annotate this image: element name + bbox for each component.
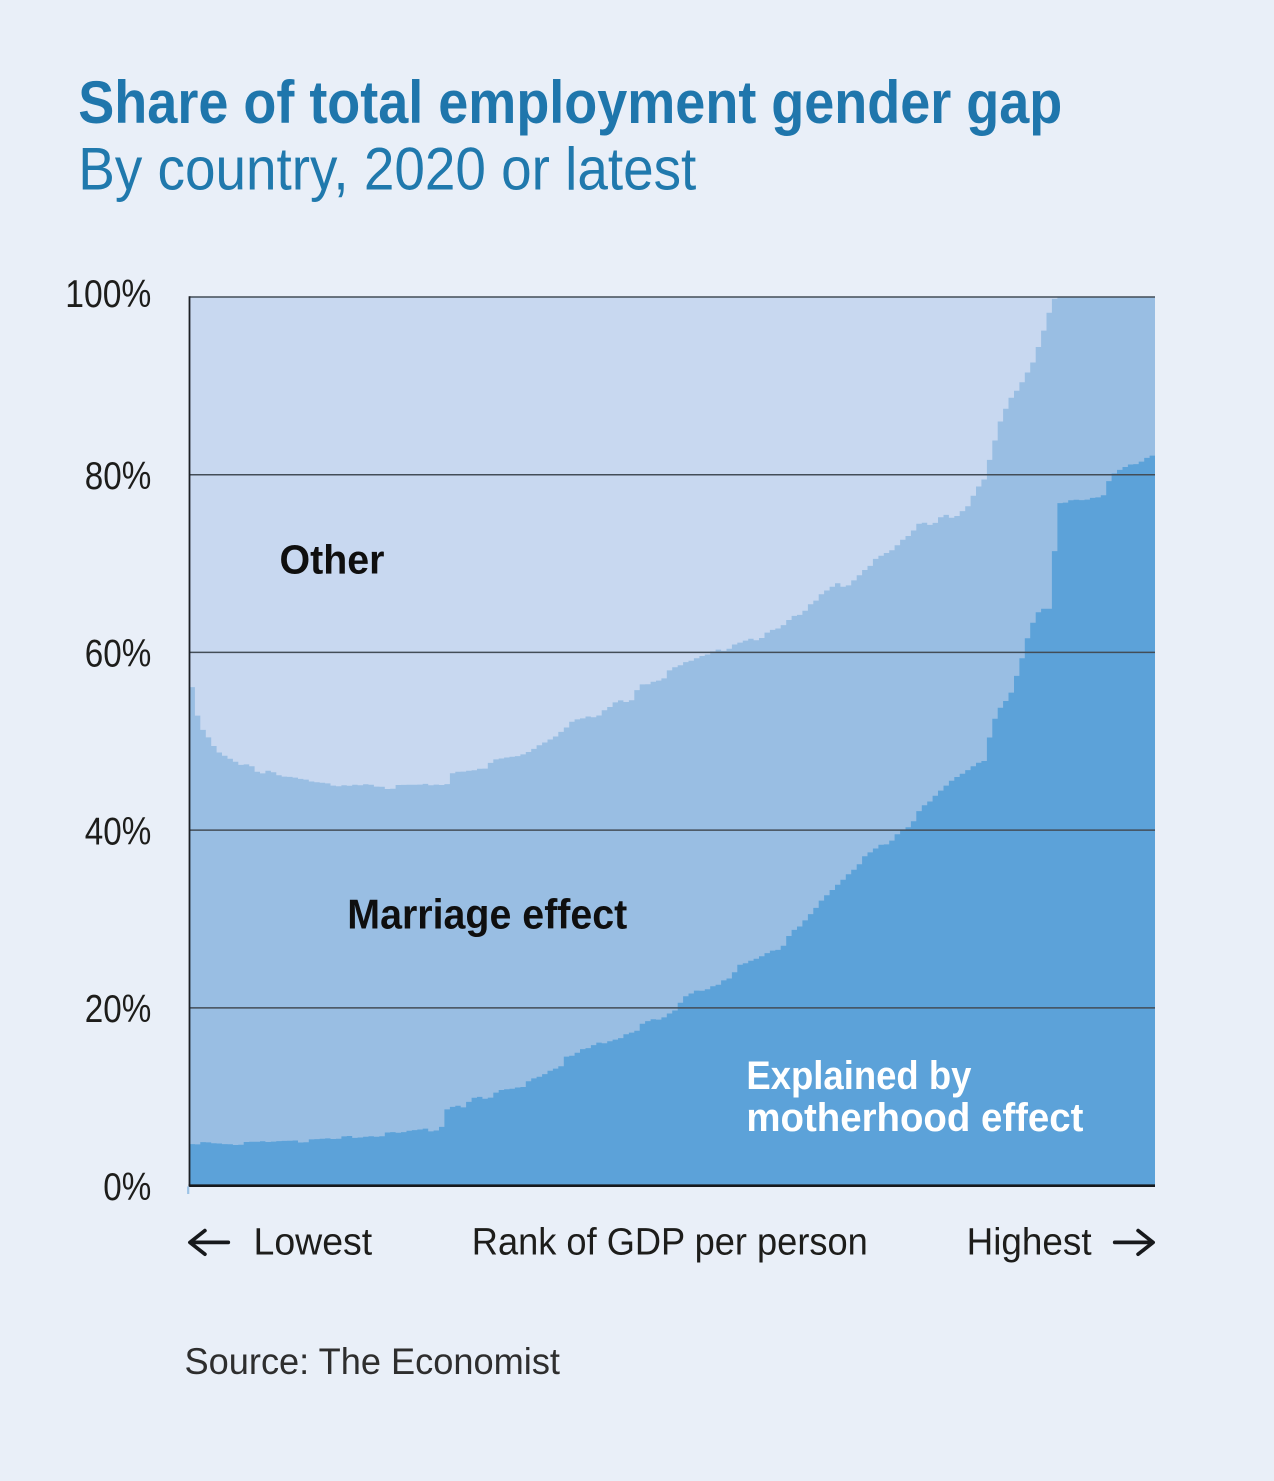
svg-text:Marriage effect: Marriage effect bbox=[347, 891, 627, 938]
svg-text:80%: 80% bbox=[85, 455, 152, 498]
svg-text:Share of total employment gend: Share of total employment gender gap bbox=[78, 69, 1062, 136]
svg-text:By country, 2020 or latest: By country, 2020 or latest bbox=[78, 136, 696, 203]
svg-text:60%: 60% bbox=[85, 633, 152, 676]
svg-text:Highest: Highest bbox=[967, 1222, 1092, 1264]
svg-text:20%: 20% bbox=[85, 988, 152, 1031]
svg-text:Other: Other bbox=[280, 536, 385, 582]
svg-text:Rank of GDP per person: Rank of GDP per person bbox=[472, 1222, 868, 1264]
svg-text:Source: The Economist: Source: The Economist bbox=[185, 1341, 561, 1382]
svg-text:40%: 40% bbox=[85, 810, 152, 853]
svg-text:motherhood effect: motherhood effect bbox=[746, 1096, 1083, 1140]
svg-text:Explained by: Explained by bbox=[746, 1054, 972, 1098]
svg-text:0%: 0% bbox=[103, 1166, 151, 1209]
svg-text:Lowest: Lowest bbox=[254, 1222, 373, 1264]
svg-text:100%: 100% bbox=[65, 273, 151, 316]
